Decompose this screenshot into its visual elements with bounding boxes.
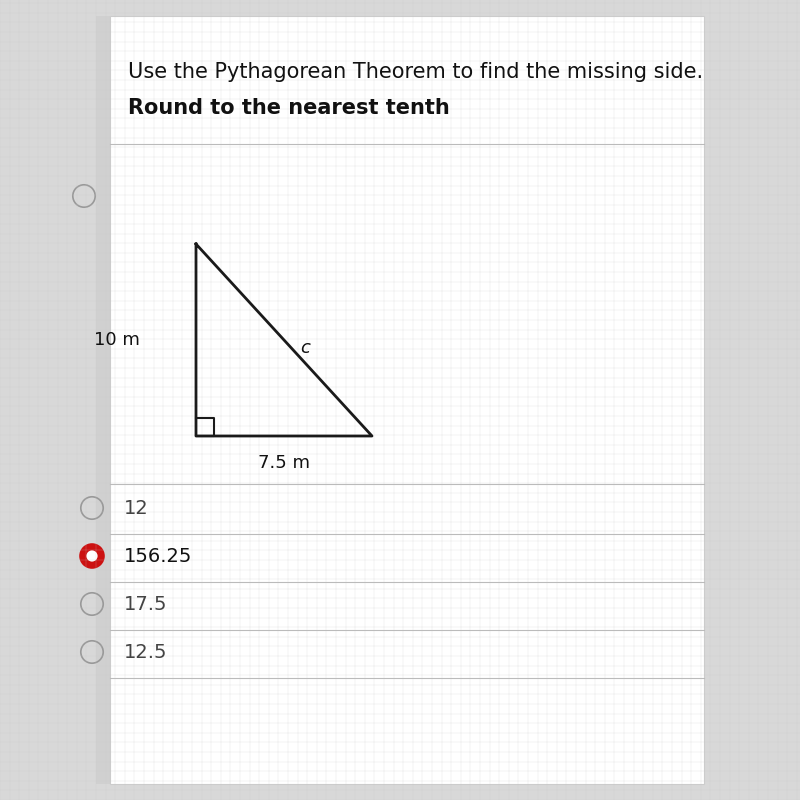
Text: 17.5: 17.5 [124,594,167,614]
Text: 12.5: 12.5 [124,642,167,662]
Bar [96,16,110,784]
Text: c: c [300,339,310,357]
Text: 10 m: 10 m [94,331,140,349]
Text: Use the Pythagorean Theorem to find the missing side.: Use the Pythagorean Theorem to find the … [128,62,703,82]
Text: Round to the nearest tenth: Round to the nearest tenth [128,98,450,118]
Text: 12: 12 [124,498,149,518]
Circle shape [79,543,105,569]
Bar [110,16,704,784]
Text: 7.5 m: 7.5 m [258,454,310,472]
Circle shape [86,550,98,562]
Text: 156.25: 156.25 [124,546,192,566]
